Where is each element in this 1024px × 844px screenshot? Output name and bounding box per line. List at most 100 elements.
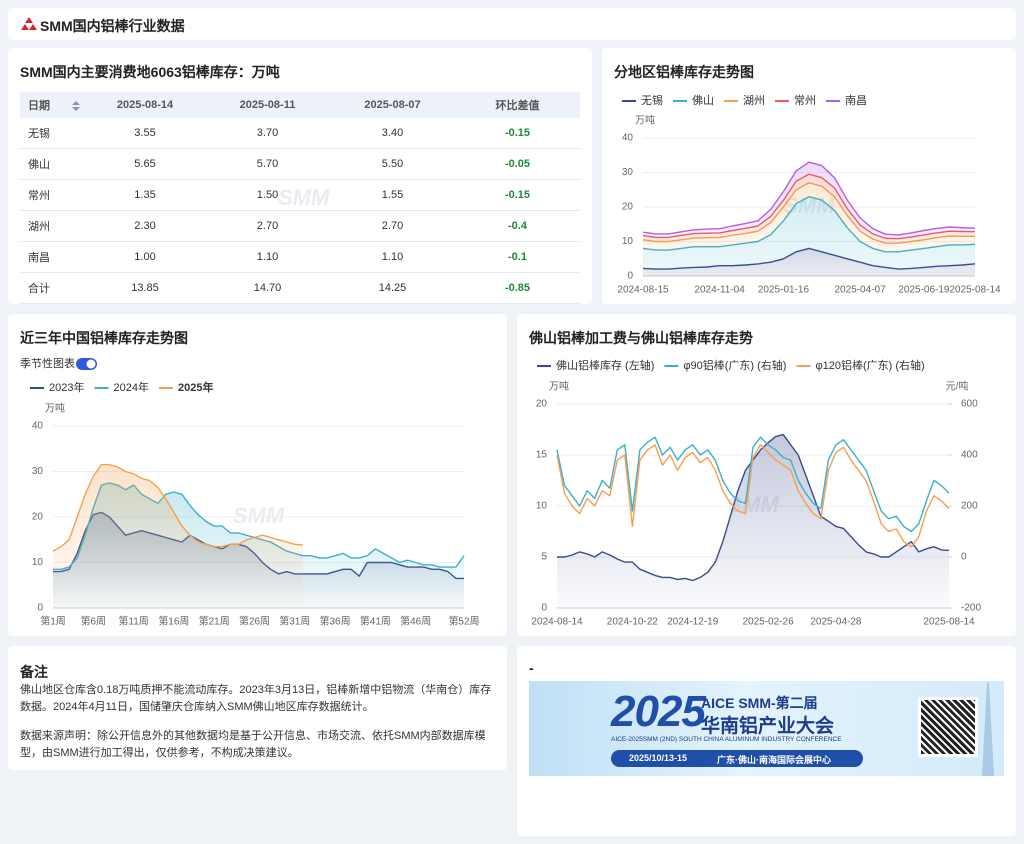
banner-year: 2025 bbox=[611, 687, 706, 736]
column-header: 环比差值 bbox=[455, 92, 580, 118]
logo bbox=[21, 17, 37, 30]
x-tick-label: 第46周 bbox=[400, 615, 431, 628]
legend-label[interactable]: φ120铝棒(广东) (右轴) bbox=[815, 358, 924, 372]
table-header: 日期 2025-08-14 2025-08-11 2025-08-07 环比差值 bbox=[20, 92, 580, 118]
legend-label[interactable]: 2023年 bbox=[49, 380, 84, 394]
series-area bbox=[643, 196, 975, 270]
x-tick-label: 2024-12-19 bbox=[667, 617, 719, 628]
y-tick-label: 20 bbox=[32, 512, 44, 523]
table-cell: 3.40 bbox=[330, 118, 455, 149]
series-area bbox=[643, 248, 975, 276]
series-area bbox=[557, 434, 949, 608]
y-tick-label: 30 bbox=[622, 167, 634, 178]
sort-icon[interactable] bbox=[72, 101, 80, 112]
table-cell: 2.70 bbox=[205, 210, 330, 242]
x-tick-label: 2025-08-14 bbox=[923, 617, 975, 628]
chart: SMM万吨元/吨05101520-20002004006002024-08-14… bbox=[531, 358, 981, 628]
page-title: SMM国内铝棒行业数据 bbox=[40, 18, 185, 34]
y-tick-label: 15 bbox=[536, 450, 548, 461]
x-tick-label: 第36周 bbox=[319, 615, 350, 628]
banner-subtitle: AICE-2025SMM (2ND) SOUTH CHINA ALUMINUM … bbox=[611, 736, 842, 743]
legend-label[interactable]: 南昌 bbox=[845, 94, 867, 107]
table-row: 佛山 5.65 5.70 5.50 -0.05 bbox=[20, 148, 580, 180]
legend-label[interactable]: 湖州 bbox=[743, 94, 765, 107]
y-tick-label: 10 bbox=[32, 557, 44, 568]
table-cell: 1.55 bbox=[330, 179, 455, 211]
y-tick-label: 40 bbox=[622, 133, 634, 144]
series-line bbox=[556, 436, 950, 533]
tower bbox=[982, 683, 994, 776]
legend-label[interactable]: 无锡 bbox=[641, 93, 663, 107]
regional-chart-panel: 分地区铝棒库存走势图 SMM万吨0102030402024-08-152024-… bbox=[602, 48, 1016, 304]
y2-tick-label: 600 bbox=[961, 399, 978, 410]
y-tick-label: 20 bbox=[622, 202, 634, 213]
table-cell: 3.55 bbox=[85, 118, 205, 149]
table-cell: 南昌 bbox=[20, 241, 85, 273]
x-tick-label: 第6周 bbox=[81, 615, 107, 628]
y2-tick-label: 200 bbox=[961, 501, 978, 512]
x-tick-label: 第16周 bbox=[158, 615, 189, 628]
x-tick-label: 第21周 bbox=[199, 615, 230, 628]
table-cell: 无锡 bbox=[20, 118, 85, 149]
series-line bbox=[556, 444, 950, 548]
y2-axis-unit: 元/吨 bbox=[946, 380, 969, 393]
y-tick-label: 20 bbox=[536, 399, 548, 410]
y-tick-label: 10 bbox=[536, 501, 548, 512]
banner-name: 华南铝产业大会 bbox=[701, 716, 835, 737]
table-cell: 13.85 bbox=[85, 272, 205, 304]
y-tick-label: 40 bbox=[32, 421, 44, 432]
table-row: 南昌 1.00 1.10 1.10 -0.1 bbox=[20, 241, 580, 273]
legend-label[interactable]: 佛山 bbox=[692, 94, 714, 107]
table-cell: 佛山 bbox=[20, 148, 85, 180]
y-tick-label: 0 bbox=[627, 271, 633, 282]
table-cell: 14.25 bbox=[330, 272, 455, 304]
x-tick-label: 第11周 bbox=[118, 615, 148, 628]
table-cell: 1.10 bbox=[205, 241, 330, 273]
x-tick-label: 第1周 bbox=[40, 615, 66, 628]
table-cell: 1.00 bbox=[85, 241, 205, 273]
legend-label[interactable]: 常州 bbox=[794, 94, 816, 107]
banner-panel: - 2025 AICE SMM-第二届 华南铝产业大会 AICE-2025SMM… bbox=[517, 646, 1016, 836]
table-cell: 1.35 bbox=[85, 179, 205, 211]
series-area bbox=[53, 464, 303, 608]
inventory-table: 日期 2025-08-14 2025-08-11 2025-08-07 环比差值 无锡 3… bbox=[20, 92, 580, 304]
legend-label[interactable]: φ90铝棒(广东) (右轴) bbox=[683, 358, 786, 372]
banner-edition: AICE SMM-第二届 bbox=[701, 695, 818, 711]
table-row: 无锡 3.55 3.70 3.40 -0.15 bbox=[20, 118, 580, 149]
note-paragraph: 数据来源声明：除公开信息外的其他数据均是基于公开信息、市场交流、依托SMM内部数… bbox=[20, 730, 486, 759]
table-row: 合计 13.85 14.70 14.25 -0.85 bbox=[20, 272, 580, 304]
conference-banner[interactable]: 2025 AICE SMM-第二届 华南铝产业大会 AICE-2025SMM (… bbox=[529, 681, 1004, 776]
foshan-chart-panel: 佛山铝棒加工费与佛山铝棒库存走势 SMM万吨元/吨05101520-200020… bbox=[517, 314, 1016, 636]
qr-code bbox=[918, 697, 978, 757]
series-area bbox=[643, 182, 975, 252]
column-header: 2025-08-11 bbox=[205, 92, 330, 118]
table-cell: 2.70 bbox=[330, 210, 455, 242]
column-header: 2025-08-07 bbox=[330, 92, 455, 118]
x-tick-label: 第52周 bbox=[448, 615, 479, 628]
y-tick-label: 0 bbox=[541, 603, 547, 614]
table-cell: 5.65 bbox=[85, 148, 205, 180]
legend-label[interactable]: 2025年 bbox=[178, 380, 213, 394]
seasonal-chart-panel: 近三年中国铝棒库存走势图 SMM 万吨 0 10 20 30 40 第1周 第6周 第11周 第16… bbox=[8, 314, 507, 636]
y-axis-unit: 万吨 bbox=[635, 114, 655, 127]
inventory-table-panel: SMM国内主要消费地6063铝棒库存：万吨 SMM 日期 2025-08-14 20… bbox=[8, 48, 592, 304]
y-axis-unit: 万吨 bbox=[45, 402, 65, 415]
y-tick-label: 10 bbox=[622, 236, 634, 247]
legend-label[interactable]: 2024年 bbox=[113, 380, 148, 394]
y2-tick-label: -200 bbox=[961, 603, 981, 614]
note-paragraph: 佛山地区仓库含0.18万吨质押不能流动库存。2023年3月13日，铝棒新增中铝物… bbox=[20, 684, 492, 713]
y-axis-unit: 万吨 bbox=[549, 380, 569, 393]
x-tick-label: 2025-04-28 bbox=[810, 617, 862, 628]
banner-venue: 广东·佛山·南海国际会展中心 bbox=[717, 755, 831, 765]
table-cell: -0.1 bbox=[455, 241, 580, 273]
x-tick-label: 2024-10-22 bbox=[607, 617, 659, 628]
y2-tick-label: 400 bbox=[961, 450, 978, 461]
x-tick-label: 2025-08-14 bbox=[949, 285, 1001, 296]
table-cell: -0.05 bbox=[455, 148, 580, 180]
watermark: SMM bbox=[233, 503, 285, 528]
notes-panel: 备注 佛山地区仓库含0.18万吨质押不能流动库存。2023年3月13日，铝棒新增… bbox=[8, 646, 507, 770]
header: SMM国内铝棒行业数据 bbox=[8, 8, 1016, 40]
column-header: 2025-08-14 bbox=[85, 92, 205, 118]
x-tick-label: 2024-08-14 bbox=[531, 617, 583, 628]
legend-label[interactable]: 佛山铝棒库存 (左轴) bbox=[556, 358, 654, 372]
